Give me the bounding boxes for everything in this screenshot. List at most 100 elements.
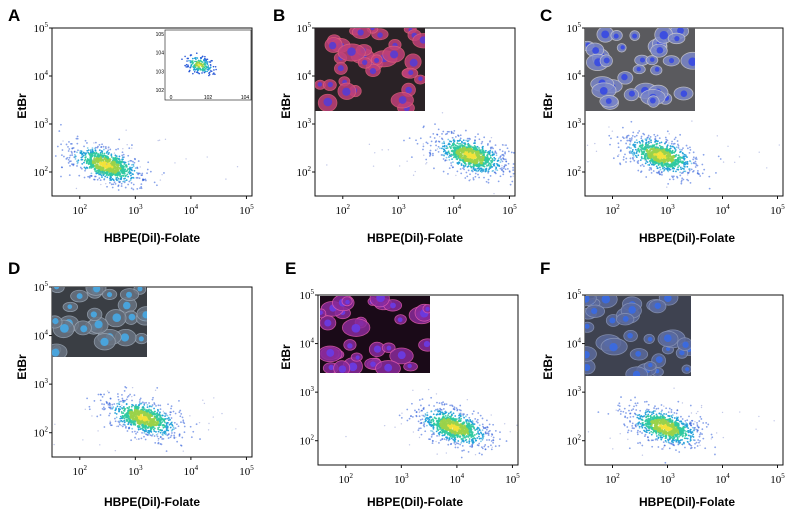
- scatter-point: [127, 426, 130, 429]
- scatter-point: [623, 424, 626, 427]
- scatter-point: [444, 412, 447, 414]
- scatter-point: [639, 159, 642, 161]
- scatter-point: [660, 158, 664, 162]
- scatter-point: [594, 142, 596, 145]
- scatter-point: [633, 405, 635, 408]
- scatter-point: [697, 439, 700, 441]
- scatter-point: [641, 157, 643, 160]
- scatter-point: [450, 164, 453, 167]
- scatter-point: [647, 164, 649, 166]
- scatter-point: [670, 443, 673, 445]
- scatter-point: [635, 151, 638, 154]
- scatter-point: [681, 167, 684, 170]
- scatter-point: [128, 419, 132, 422]
- flow-inset-y-tick: 103: [156, 69, 165, 75]
- scatter-point: [122, 401, 125, 404]
- scatter-point: [450, 404, 453, 407]
- scatter-point: [453, 425, 457, 429]
- scatter-point: [441, 133, 443, 135]
- cell-nucleus: [639, 57, 646, 63]
- flow-inset-point: [186, 60, 188, 62]
- scatter-point: [190, 436, 193, 439]
- scatter-point: [679, 442, 681, 444]
- scatter-point: [644, 138, 647, 141]
- scatter-point: [438, 431, 441, 434]
- scatter-point: [178, 399, 180, 402]
- scatter-point: [698, 441, 700, 444]
- scatter-point: [629, 399, 632, 402]
- scatter-point: [129, 159, 132, 162]
- scatter-point: [75, 137, 78, 140]
- scatter-point: [509, 175, 512, 178]
- scatter-point: [132, 188, 135, 191]
- scatter-point: [97, 171, 99, 174]
- panel-letter: A: [8, 6, 20, 25]
- scatter-point: [670, 440, 673, 443]
- scatter-point: [681, 438, 683, 441]
- scatter-point: [110, 153, 113, 156]
- scatter-point: [440, 154, 443, 156]
- scatter-point: [110, 183, 113, 186]
- flow-inset-point: [184, 64, 186, 67]
- scatter-point: [478, 138, 481, 141]
- scatter-point: [81, 152, 84, 155]
- scatter-point: [666, 162, 669, 165]
- scatter-point: [102, 145, 105, 148]
- scatter-point: [68, 156, 71, 159]
- scatter-point: [654, 155, 658, 159]
- scatter-point: [118, 410, 120, 413]
- scatter-point: [674, 136, 677, 139]
- flow-inset-point: [194, 60, 196, 63]
- scatter-point: [630, 152, 633, 154]
- flow-inset-x-tick: 102: [204, 95, 213, 101]
- scatter-point: [482, 433, 485, 436]
- scatter-point: [490, 444, 492, 447]
- scatter-point: [491, 159, 494, 162]
- scatter-point: [431, 442, 434, 445]
- scatter-point: [641, 444, 644, 447]
- cell-nucleus: [423, 340, 430, 348]
- scatter-point: [148, 431, 151, 434]
- scatter-point: [430, 435, 433, 438]
- scatter-point: [689, 146, 691, 149]
- scatter-point: [711, 436, 714, 439]
- scatter-point: [118, 423, 121, 426]
- scatter-point: [429, 152, 432, 155]
- cell-nucleus: [654, 67, 660, 72]
- scatter-point: [115, 155, 118, 158]
- scatter-point: [120, 419, 123, 422]
- scatter-point: [690, 424, 692, 427]
- scatter-point: [648, 439, 651, 442]
- scatter-point: [425, 141, 428, 144]
- scatter-point: [629, 416, 632, 418]
- scatter-point: [79, 166, 82, 169]
- y-axis-label: EtBr: [279, 344, 293, 370]
- scatter-point: [198, 421, 201, 424]
- scatter-point: [671, 414, 674, 416]
- flow-inset-point: [215, 68, 217, 71]
- scatter-point: [127, 154, 130, 157]
- scatter-point: [149, 409, 152, 412]
- scatter-point: [147, 430, 150, 432]
- scatter-point: [106, 401, 108, 404]
- scatter-point: [640, 414, 643, 417]
- scatter-point: [648, 142, 650, 145]
- scatter-point: [437, 145, 440, 148]
- scatter-point: [715, 172, 717, 174]
- flow-inset-point: [204, 70, 206, 73]
- scatter-point: [474, 139, 476, 142]
- cell-nucleus: [369, 68, 377, 75]
- scatter-point: [490, 160, 492, 162]
- scatter-point: [655, 435, 658, 437]
- scatter-point: [103, 148, 105, 151]
- scatter-point: [110, 179, 113, 181]
- scatter-point: [671, 433, 674, 437]
- scatter-point: [157, 439, 159, 442]
- micrograph-inset: [320, 296, 430, 373]
- cell-nucleus: [345, 299, 350, 305]
- x-tick-label: 102: [73, 464, 88, 478]
- scatter-point: [450, 437, 453, 440]
- cell-nucleus: [603, 57, 610, 64]
- scatter-point: [676, 140, 679, 142]
- scatter-point: [174, 427, 177, 430]
